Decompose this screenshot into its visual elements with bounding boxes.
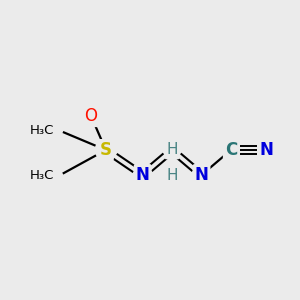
Text: S: S (100, 141, 112, 159)
Text: N: N (195, 166, 208, 184)
Text: C: C (225, 141, 237, 159)
Text: H₃C: H₃C (30, 169, 54, 182)
Text: H: H (166, 142, 178, 158)
Text: N: N (260, 141, 273, 159)
Text: N: N (136, 166, 150, 184)
Text: H: H (166, 167, 178, 182)
Text: O: O (85, 107, 98, 125)
Text: H₃C: H₃C (30, 124, 54, 137)
